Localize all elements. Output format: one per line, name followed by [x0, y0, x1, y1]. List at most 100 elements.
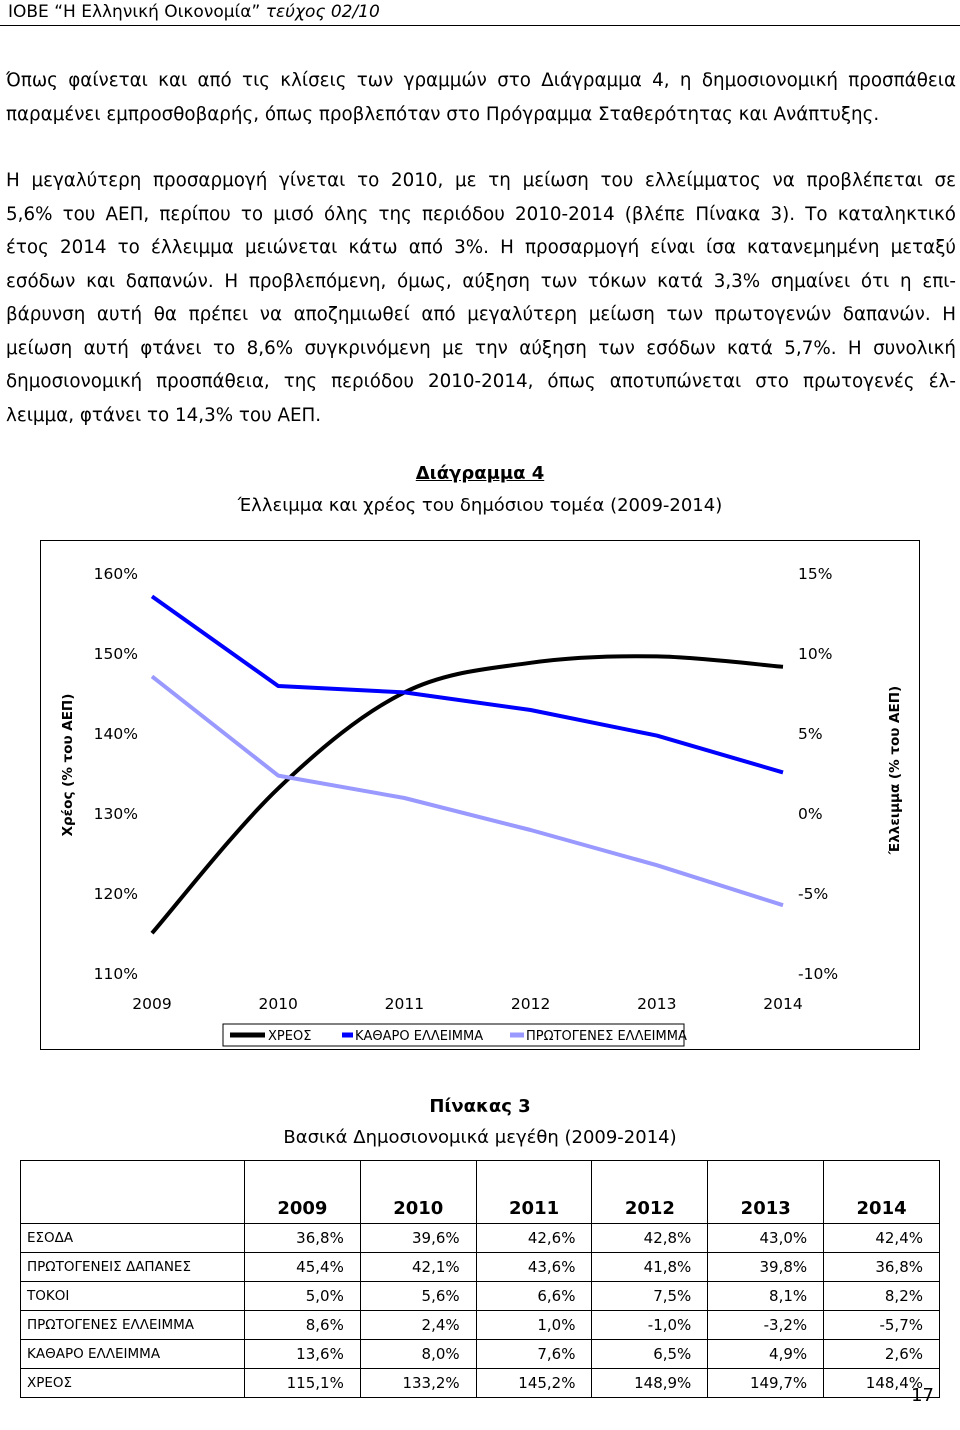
paragraph-line: βάρυνση αυτή θα πρέπει να αποζημιωθεί απ…	[6, 304, 956, 325]
table-column-header: 2012	[591, 1160, 709, 1224]
table-cell: 1,0%	[475, 1310, 593, 1340]
table-cell: 42,4%	[823, 1223, 940, 1253]
x-tick-label: 2012	[511, 995, 550, 1013]
fiscal-table: 2009 2010 2011 2012 2013 2014 ΕΣΟΔΑ 36,8%…	[20, 1160, 940, 1398]
net-deficit-series-line	[150, 594, 784, 775]
paragraph-line: έτος 2014 το έλλειμμα μειώνεται κάτω από…	[6, 237, 956, 258]
table-cell: 145,2%	[475, 1368, 593, 1398]
legend-label: ΠΡΩΤΟΓΕΝΕΣ ΕΛΛΕΙΜΜΑ	[526, 1029, 687, 1044]
y-left-tick-label: 140%	[94, 725, 138, 743]
table-cell: 39,6%	[359, 1223, 477, 1253]
table-caption: Βασικά Δημοσιονομικά μεγέθη (2009-2014)	[283, 1127, 677, 1148]
table-column-header: 2013	[707, 1160, 825, 1224]
table-row-label: ΠΡΩΤΟΓΕΝΕΙΣ ΔΑΠΑΝΕΣ	[20, 1252, 245, 1282]
paragraph-line: παραμένει εμπροσθοβαρής, όπως προβλεπότα…	[6, 103, 880, 125]
table-cell: 42,1%	[359, 1252, 477, 1282]
table-cell: 148,9%	[591, 1368, 709, 1398]
chart-frame	[40, 540, 920, 1050]
table-cell: 42,6%	[475, 1223, 593, 1253]
table-row: ΠΡΩΤΟΓΕΝΕΣ ΕΛΛΕΙΜΜΑ 8,6% 2,4% 1,0% -1,0% -3,2…	[20, 1310, 940, 1340]
x-tick-label: 2011	[385, 995, 424, 1013]
table-column-header: 2010	[359, 1160, 477, 1224]
table-row: ΧΡΕΟΣ 115,1% 133,2% 145,2% 148,9% 149,7% 148,4…	[20, 1368, 940, 1398]
paragraph-line: εσόδων και δαπανών. Η προβλεπόμενη, όμως…	[6, 270, 956, 292]
table-cell: 13,6%	[244, 1339, 361, 1369]
table-label: Πίνακας 3	[429, 1096, 531, 1117]
paragraph-2: Η μεγαλύτερη προσαρμογή γίνεται το 2010,…	[6, 164, 956, 432]
y-left-tick-label: 150%	[94, 645, 138, 663]
table-cell: 43,0%	[707, 1223, 825, 1253]
figure-caption: Έλλειμμα και χρέος του δημόσιου τομέα (2…	[237, 495, 723, 516]
x-tick-label: 2010	[258, 995, 297, 1013]
table-header-row: 2009 2010 2011 2012 2013 2014	[20, 1160, 940, 1224]
table-row: ΚΑΘΑΡΟ ΕΛΛΕΙΜΜΑ 13,6% 8,0% 7,6% 6,5% 4,9% 2,6%	[20, 1339, 940, 1369]
y-left-tick-label: 120%	[94, 885, 138, 903]
table-row-label: ΤΟΚΟΙ	[20, 1281, 245, 1311]
table-cell: 39,8%	[707, 1252, 825, 1282]
y-right-tick-label: 10%	[798, 645, 832, 663]
y-right-tick-label: 0%	[798, 805, 823, 823]
page-number: 17	[911, 1385, 934, 1406]
table-cell: 36,8%	[244, 1223, 361, 1253]
table-cell: 45,4%	[244, 1252, 361, 1282]
legend-box	[222, 1023, 685, 1047]
table-cell: 2,6%	[823, 1339, 940, 1369]
y-left-tick-label: 110%	[94, 965, 138, 983]
chart: 160% 15% 150% 10% 140% 5% 130% 0% 120% -5% 110% -10…	[40, 540, 920, 1050]
table-row-label: ΕΣΟΔΑ	[20, 1223, 245, 1253]
table-cell: 6,5%	[591, 1339, 709, 1369]
table-cell: 2,4%	[359, 1310, 477, 1340]
table-column-header: 2014	[823, 1160, 940, 1224]
y-left-tick-label: 160%	[94, 565, 138, 583]
y-right-tick-label: -5%	[798, 885, 828, 903]
table-cell: 8,2%	[823, 1281, 940, 1311]
table-cell: 4,9%	[707, 1339, 825, 1369]
y-right-tick-label: 15%	[798, 565, 832, 583]
table-column-header: 2009	[244, 1160, 361, 1224]
table-cell: -1,0%	[591, 1310, 709, 1340]
table-cell: 5,0%	[244, 1281, 361, 1311]
table-cell: 6,6%	[475, 1281, 593, 1311]
running-header: ΙΟΒΕ “Η Ελληνική Οικονομία” τεύχος 02/10	[0, 0, 960, 26]
issue-number: τεύχος 02/10	[265, 2, 380, 22]
legend-label: ΧΡΕΟΣ	[268, 1029, 311, 1044]
table-cell: 8,0%	[359, 1339, 477, 1369]
table-cell: 115,1%	[244, 1368, 361, 1398]
table-row: ΠΡΩΤΟΓΕΝΕΙΣ ΔΑΠΑΝΕΣ 45,4% 42,1% 43,6% 41,8% 3…	[20, 1252, 940, 1282]
paragraph-line: 5,6% του ΑΕΠ, περίπου το μισό όλης της π…	[6, 203, 956, 225]
paragraph-line: λειμμα, φτάνει το 14,3% του ΑΕΠ.	[6, 404, 322, 426]
table-cell: 8,1%	[707, 1281, 825, 1311]
y-right-tick-label: 5%	[798, 725, 823, 743]
table-cell: 7,6%	[475, 1339, 593, 1369]
table-cell: 133,2%	[359, 1368, 477, 1398]
figure-label: Διάγραμμα 4	[415, 463, 545, 484]
table-cell: 41,8%	[591, 1252, 709, 1282]
x-tick-label: 2013	[637, 995, 676, 1013]
paragraph-line: δημοσιονομική προσπάθεια, της περιόδου 2…	[6, 371, 956, 392]
paragraph-line: μείωση αυτή φτάνει το 8,6% συγκρινόμενη …	[6, 337, 956, 359]
table-row: ΕΣΟΔΑ 36,8% 39,6% 42,6% 42,8% 43,0% 42,4%	[20, 1223, 940, 1253]
x-tick-label: 2009	[132, 995, 171, 1013]
y-left-tick-label: 130%	[94, 805, 138, 823]
x-tick-label: 2014	[763, 995, 802, 1013]
table-row-label: ΚΑΘΑΡΟ ΕΛΛΕΙΜΜΑ	[20, 1339, 245, 1369]
y-axis-left-title: Χρέος (% του ΑΕΠ)	[60, 694, 76, 837]
y-axis-right-title: Έλλειμμα (% του ΑΕΠ)	[887, 686, 903, 855]
table-cell: 42,8%	[591, 1223, 709, 1253]
table-cell: 149,7%	[707, 1368, 825, 1398]
table-cell: 5,6%	[359, 1281, 477, 1311]
table-cell: -5,7%	[823, 1310, 940, 1340]
table-cell: 36,8%	[823, 1252, 940, 1282]
publication-title: ΙΟΒΕ “Η Ελληνική Οικονομία”	[8, 2, 261, 22]
legend-label: ΚΑΘΑΡΟ ΕΛΛΕΙΜΜΑ	[355, 1029, 483, 1044]
table-cell: -3,2%	[707, 1310, 825, 1340]
paragraph-line: Όπως φαίνεται και από τις κλίσεις των γρ…	[6, 70, 956, 91]
table-header-empty	[20, 1160, 245, 1224]
paragraph-1: Όπως φαίνεται και από τις κλίσεις των γρ…	[6, 64, 956, 131]
table-cell: 148,4%	[823, 1368, 940, 1398]
primary-deficit-series-line	[150, 674, 784, 908]
table-cell: 43,6%	[475, 1252, 593, 1282]
table-cell: 8,6%	[244, 1310, 361, 1340]
table-row-label: ΠΡΩΤΟΓΕΝΕΣ ΕΛΛΕΙΜΜΑ	[20, 1310, 245, 1340]
table-row-label: ΧΡΕΟΣ	[20, 1368, 245, 1398]
